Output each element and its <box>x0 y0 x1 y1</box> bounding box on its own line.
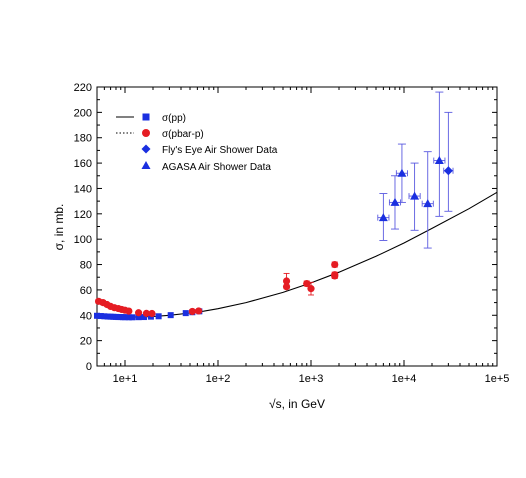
pp-point <box>167 312 174 319</box>
x-tick-label: 1e+4 <box>392 373 417 385</box>
x-axis-label: √s, in GeV <box>269 397 325 411</box>
y-tick-label: 60 <box>80 285 92 297</box>
pp-point <box>121 314 128 321</box>
y-tick-label: 140 <box>74 183 92 195</box>
legend: σ(pp) σ(pbar-p) Fly's Eye Air Shower Dat… <box>116 113 278 173</box>
legend-marker-pbarp <box>142 129 150 137</box>
x-tick-label: 1e+5 <box>485 373 510 385</box>
y-tick-label: 80 <box>80 260 92 272</box>
pbarp-point <box>331 260 339 269</box>
legend-marker-agasa <box>141 161 151 169</box>
data-points <box>94 156 453 321</box>
fit-curve <box>96 191 498 318</box>
pbarp-point <box>303 279 311 288</box>
pbarp-point <box>125 307 133 315</box>
legend-label-pp: σ(pp) <box>162 113 186 124</box>
pp-point <box>182 310 189 317</box>
y-tick-label: 0 <box>86 361 92 373</box>
legend-label-agasa: AGASA Air Shower Data <box>162 162 271 173</box>
agasa-point <box>423 199 433 208</box>
agasa-point <box>378 213 388 222</box>
pp-point <box>94 312 100 319</box>
y-tick-label: 180 <box>74 133 92 145</box>
pp-point <box>97 313 104 320</box>
error-bars <box>95 91 454 316</box>
y-tick-label: 20 <box>80 336 92 348</box>
pbarp-point <box>282 283 291 291</box>
pp-point <box>101 313 108 320</box>
x-tick-label: 1e+3 <box>299 373 324 385</box>
legend-marker-flyseye <box>141 144 151 154</box>
pbarp-point <box>282 277 291 285</box>
y-tick-label: 120 <box>74 209 92 221</box>
y-tick-label: 40 <box>80 310 92 322</box>
legend-label-flyseye: Fly's Eye Air Shower Data <box>162 145 278 156</box>
pp-point <box>140 314 147 321</box>
agasa-point <box>410 191 420 200</box>
pp-point <box>155 313 162 320</box>
pbarp-point <box>148 309 156 318</box>
x-tick-label: 1e+1 <box>113 373 138 385</box>
y-axis-label: σ, in mb. <box>52 204 66 251</box>
y-tick-label: 160 <box>74 158 92 170</box>
y-tick-label: 100 <box>74 234 92 246</box>
pp-point <box>135 314 142 321</box>
agasa-point <box>390 197 400 206</box>
agasa-point <box>434 156 444 165</box>
pbarp-point <box>307 285 315 293</box>
pp-point <box>129 314 136 321</box>
legend-label-pbarp: σ(pbar-p) <box>162 129 204 140</box>
pbarp-point <box>188 307 196 316</box>
agasa-point <box>397 168 407 177</box>
pbarp-point <box>331 272 339 280</box>
x-tick-label: 1e+2 <box>206 373 231 385</box>
plot-frame <box>96 86 498 367</box>
pbarp-point <box>134 309 143 317</box>
pp-point <box>125 314 132 321</box>
axis-ticks: 0 20 40 60 80 100 120 140 160 180 200 220 1e+1 1e+2 1e… <box>74 82 510 385</box>
pbarp-point <box>195 307 203 315</box>
y-tick-label: 220 <box>74 82 92 94</box>
fit-curves <box>96 191 498 318</box>
flyseye-point <box>443 166 453 176</box>
pbarp-point <box>142 309 151 317</box>
y-tick-label: 200 <box>74 107 92 119</box>
legend-marker-pp <box>142 113 150 121</box>
